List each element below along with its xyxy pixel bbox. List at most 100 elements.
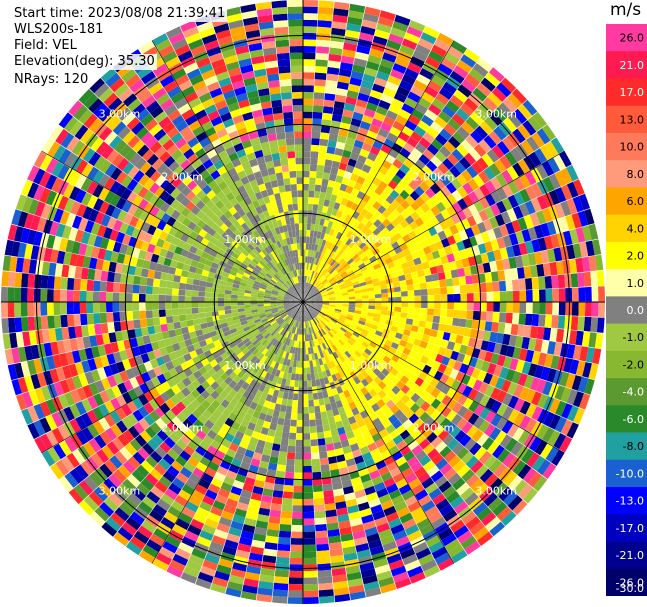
gate-cell (446, 398, 458, 410)
gate-cell (211, 223, 220, 232)
gate-cell (109, 229, 119, 242)
gate-cell (431, 138, 444, 151)
gate-cell (418, 370, 429, 381)
gate-cell (531, 406, 543, 421)
gate-cell (310, 250, 314, 257)
gate-cell (345, 565, 361, 575)
gate-cell (325, 285, 333, 290)
gate-cell (315, 379, 321, 387)
gate-cell (371, 551, 387, 562)
gate-cell (124, 148, 137, 162)
gate-cell (326, 249, 333, 257)
gate-cell (322, 318, 329, 324)
gate-cell (442, 485, 456, 499)
gate-cell (104, 400, 116, 414)
gate-cell (157, 339, 166, 349)
gate-cell (210, 439, 221, 450)
gate-cell (387, 75, 402, 86)
gate-cell (303, 144, 311, 152)
gate-cell (295, 452, 303, 460)
gate-cell (548, 173, 561, 190)
gate-cell (347, 16, 363, 26)
gate-cell (257, 353, 265, 361)
gate-cell (440, 309, 448, 317)
gate-cell (89, 335, 98, 347)
gate-cell (326, 522, 339, 531)
gate-cell (326, 264, 332, 272)
gate-cell (271, 368, 278, 376)
gate-cell (175, 438, 188, 450)
gate-cell (288, 325, 293, 332)
gate-cell (410, 506, 425, 519)
gate-cell (287, 597, 303, 604)
gate-cell (312, 204, 319, 212)
gate-cell (289, 300, 297, 302)
gate-cell (121, 521, 138, 536)
gate-cell (187, 153, 199, 165)
gate-cell (174, 246, 183, 255)
gate-cell (327, 310, 335, 314)
gate-cell (596, 317, 605, 333)
gate-cell (218, 558, 234, 569)
gate-cell (231, 290, 239, 296)
gate-cell (75, 415, 87, 430)
gate-cell (175, 401, 186, 412)
gate-cell (368, 498, 381, 508)
gate-cell (218, 413, 228, 424)
gate-cell (206, 376, 216, 386)
gate-cell (347, 269, 355, 276)
gate-cell (405, 472, 418, 484)
gate-cell (492, 444, 505, 459)
gate-cell (311, 340, 315, 347)
gate-cell (350, 393, 359, 402)
gate-cell (94, 269, 102, 281)
gate-cell (238, 288, 246, 293)
gate-cell (209, 359, 218, 368)
gate-cell (303, 32, 317, 40)
gate-cell (303, 105, 313, 112)
gate-cell (245, 376, 253, 385)
gate-cell (272, 375, 279, 384)
gate-cell (59, 237, 69, 252)
gate-cell (204, 291, 212, 298)
gate-cell (198, 285, 206, 292)
gate-cell (253, 283, 261, 288)
gate-cell (53, 208, 64, 223)
gate-cell (460, 218, 471, 230)
gate-cell (339, 316, 346, 321)
gate-cell (280, 404, 287, 413)
gate-cell (344, 381, 353, 390)
gate-cell (526, 136, 540, 152)
gate-cell (394, 577, 412, 589)
gate-cell (537, 459, 551, 476)
gate-cell (227, 259, 235, 267)
gate-cell (134, 355, 144, 366)
gate-cell (312, 392, 319, 400)
gate-cell (428, 226, 438, 237)
gate-cell (122, 130, 136, 144)
gate-cell (191, 142, 203, 154)
gate-cell (201, 327, 210, 335)
gate-cell (331, 387, 339, 396)
gate-cell (502, 452, 516, 467)
gate-cell (368, 539, 383, 550)
gate-cell (579, 241, 589, 258)
gate-cell (333, 587, 350, 596)
gate-cell (365, 220, 374, 229)
gate-cell (445, 376, 456, 387)
gate-cell (313, 105, 324, 113)
gate-cell (180, 159, 192, 171)
gate-cell (159, 363, 169, 374)
gate-cell (331, 252, 338, 260)
gate-cell (284, 306, 291, 310)
gate-cell (482, 330, 491, 342)
gate-cell (536, 128, 551, 145)
gate-cell (165, 309, 173, 317)
gate-cell (313, 309, 319, 315)
gate-cell (303, 124, 312, 132)
gate-cell (206, 321, 215, 328)
gate-cell (340, 383, 348, 392)
gate-cell (252, 395, 261, 404)
gate-cell (224, 417, 235, 428)
gate-cell (336, 507, 348, 516)
